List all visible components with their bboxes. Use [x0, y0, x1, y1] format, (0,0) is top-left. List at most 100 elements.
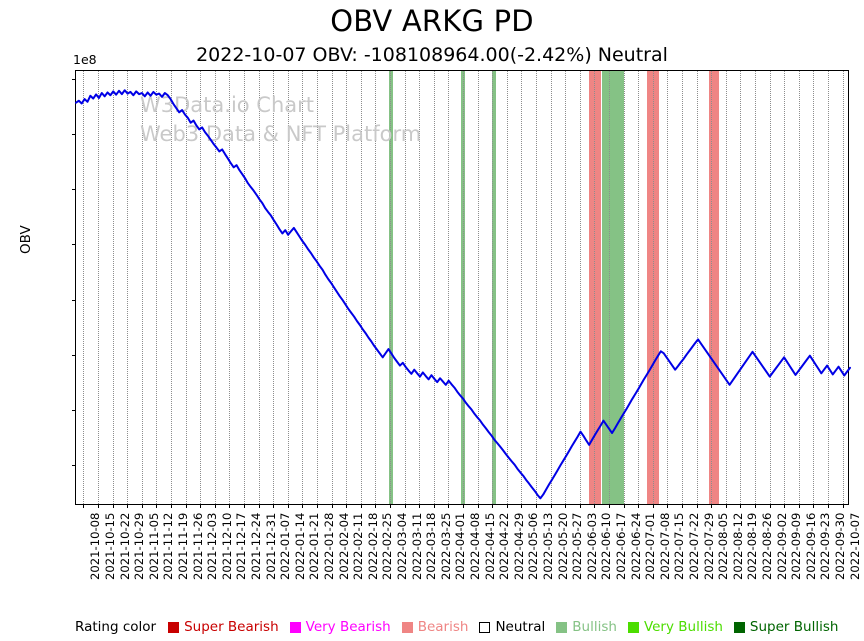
- x-tick-label: 2022-04-15: [482, 512, 497, 580]
- x-tick-mark: [463, 504, 464, 508]
- gridline: [813, 71, 815, 504]
- legend-item[interactable]: Very Bearish: [289, 619, 391, 635]
- x-tick-label: 2022-02-18: [365, 512, 380, 580]
- y-tick-mark: [72, 79, 76, 81]
- x-tick-label: 2022-08-19: [745, 512, 760, 580]
- y-axis-exponent: 1e8: [73, 52, 97, 67]
- x-tick-label: 2021-10-08: [88, 512, 103, 580]
- legend-label: Very Bearish: [305, 619, 391, 635]
- chart-title: OBV ARKG PD: [330, 4, 534, 38]
- legend: Rating color Super Bearish Very Bearish Be…: [75, 617, 855, 637]
- x-tick-mark: [419, 504, 421, 508]
- legend-swatch-icon: [556, 621, 568, 633]
- x-tick-label: 2022-03-04: [394, 512, 409, 580]
- x-tick-mark: [127, 504, 129, 508]
- x-tick-label: 2022-09-02: [774, 512, 789, 580]
- legend-item[interactable]: Bearish: [401, 619, 468, 635]
- gridline: [258, 71, 260, 504]
- x-tick-mark: [375, 504, 377, 508]
- x-tick-mark: [828, 504, 830, 508]
- x-tick-label: 2022-10-07: [847, 512, 862, 580]
- x-tick-mark: [346, 504, 348, 508]
- gridline: [141, 71, 143, 504]
- x-tick-mark: [696, 504, 698, 508]
- x-tick-mark: [579, 504, 581, 508]
- x-tick-mark: [638, 504, 640, 508]
- x-tick-mark: [798, 504, 800, 508]
- x-tick-label: 2022-09-23: [818, 512, 833, 580]
- x-tick-label: 2022-01-14: [292, 512, 307, 580]
- gridline: [302, 71, 304, 504]
- rating-band-bullish: [491, 71, 496, 504]
- x-tick-label: 2021-12-10: [219, 512, 234, 580]
- gridline: [243, 71, 245, 504]
- x-tick-mark: [156, 504, 158, 508]
- x-tick-label: 2021-12-17: [234, 512, 249, 580]
- rating-band-bearish: [709, 71, 719, 504]
- gridline: [433, 71, 435, 504]
- legend-title: Rating color: [75, 619, 157, 635]
- x-tick-mark: [360, 504, 362, 508]
- gridline: [828, 71, 830, 504]
- x-tick-mark: [433, 504, 435, 508]
- x-tick-mark: [521, 504, 523, 508]
- x-tick-mark: [594, 504, 596, 508]
- legend-item[interactable]: Super Bearish: [168, 619, 279, 635]
- x-tick-mark: [316, 504, 318, 508]
- x-tick-label: 2021-12-31: [263, 512, 278, 580]
- legend-label: Super Bearish: [184, 619, 279, 635]
- x-tick-mark: [725, 504, 727, 508]
- x-tick-label: 2021-12-03: [205, 512, 220, 580]
- legend-swatch-icon: [479, 621, 491, 633]
- legend-item[interactable]: Very Bullish: [627, 619, 723, 635]
- x-tick-label: 2022-07-29: [701, 512, 716, 580]
- gridline: [185, 71, 187, 504]
- legend-item[interactable]: Bullish: [556, 619, 617, 635]
- x-tick-mark: [652, 504, 654, 508]
- x-tick-mark: [273, 504, 275, 508]
- x-tick-mark: [404, 504, 406, 508]
- gridline: [200, 71, 202, 504]
- x-tick-mark: [682, 504, 684, 508]
- x-tick-label: 2022-01-28: [321, 512, 336, 580]
- gridline: [565, 71, 567, 504]
- x-tick-label: 2021-11-19: [175, 512, 190, 580]
- legend-item[interactable]: Neutral: [479, 619, 545, 635]
- x-tick-label: 2022-06-10: [599, 512, 614, 580]
- x-tick-mark: [492, 504, 494, 508]
- x-tick-mark: [302, 504, 304, 508]
- x-tick-label: 2021-10-29: [132, 512, 147, 580]
- y-tick-mark: [72, 464, 76, 466]
- legend-swatch-icon: [168, 621, 180, 633]
- x-tick-mark: [784, 504, 786, 508]
- legend-item[interactable]: Super Bullish: [733, 619, 838, 635]
- gridline: [506, 71, 508, 504]
- gridline: [273, 71, 275, 504]
- x-tick-label: 2022-08-12: [730, 512, 745, 580]
- y-tick-mark: [72, 244, 76, 246]
- gridline: [492, 71, 494, 504]
- gridline: [229, 71, 231, 504]
- x-tick-label: 2021-11-26: [190, 512, 205, 580]
- x-tick-mark: [711, 504, 713, 508]
- x-tick-mark: [243, 504, 245, 508]
- x-tick-label: 2022-02-11: [351, 512, 366, 580]
- gridline: [463, 71, 464, 504]
- gridline: [419, 71, 421, 504]
- x-tick-label: 2021-10-15: [102, 512, 117, 580]
- x-tick-label: 2021-11-05: [146, 512, 161, 580]
- x-tick-mark: [667, 504, 669, 508]
- x-tick-label: 2022-01-07: [278, 512, 293, 580]
- gridline: [550, 71, 552, 504]
- x-tick-label: 2022-03-18: [424, 512, 439, 580]
- gridline: [842, 71, 844, 504]
- y-tick-mark: [72, 299, 76, 301]
- x-tick-mark: [229, 504, 231, 508]
- x-tick-mark: [609, 504, 611, 508]
- x-tick-label: 2022-09-30: [833, 512, 848, 580]
- x-tick-label: 2022-05-27: [570, 512, 585, 580]
- x-tick-label: 2021-12-24: [248, 512, 263, 580]
- x-tick-mark: [623, 504, 625, 508]
- x-tick-mark: [83, 504, 85, 508]
- gridline: [214, 71, 216, 504]
